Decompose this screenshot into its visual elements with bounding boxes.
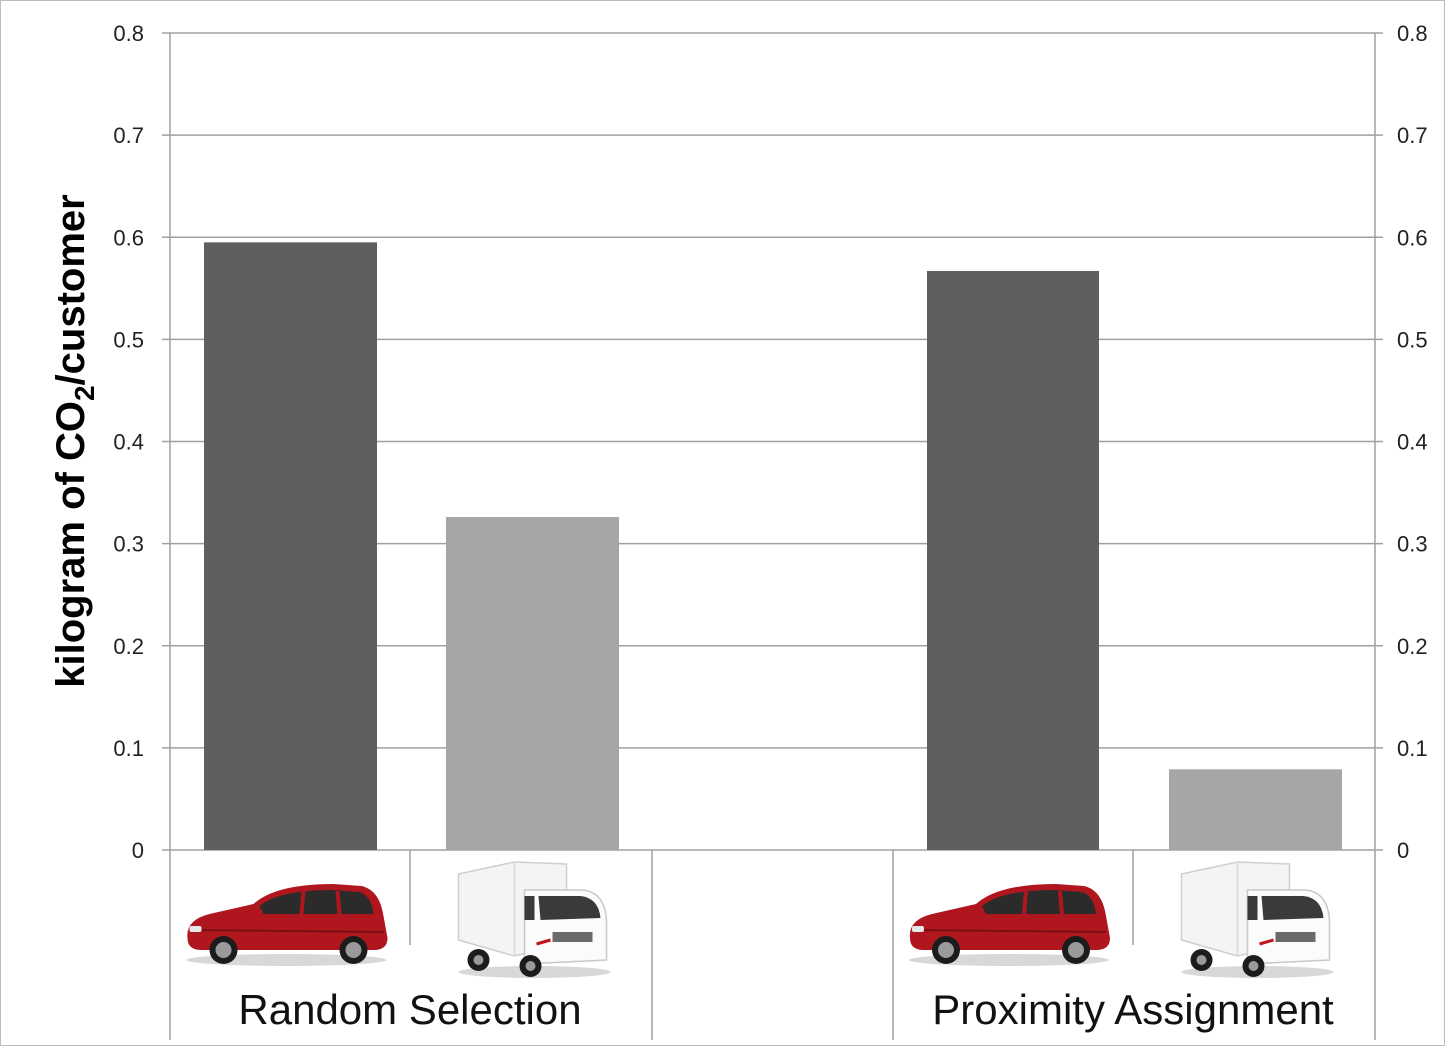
bars [204, 242, 1342, 850]
car-hub [215, 942, 232, 958]
car-shadow [909, 954, 1109, 966]
y-axis-right-ticks: 0 0.1 0.2 0.3 0.4 0.5 0.6 0.7 0.8 [1397, 21, 1428, 863]
axes [169, 33, 1376, 1040]
category-label: Proximity Assignment [932, 986, 1334, 1033]
y-tick-label-right: 0.2 [1397, 634, 1428, 659]
car-hub [345, 942, 362, 958]
y-tick-label-left: 0.2 [113, 634, 144, 659]
car-pillar [1022, 890, 1028, 915]
car-icon [186, 884, 388, 966]
bar [204, 242, 377, 850]
y-tick-label-left: 0.5 [113, 327, 144, 352]
truck-stripe [536, 938, 551, 946]
y-tick-label-left: 0.4 [113, 430, 144, 455]
truck-icon [1180, 861, 1334, 978]
y-tick-label-right: 0.3 [1397, 532, 1428, 557]
category-area: Random Selection Proximity Assignment [186, 861, 1334, 1033]
y-tick-label-right: 0.7 [1397, 123, 1428, 148]
car-headlight [912, 926, 924, 932]
y-tick-label-right: 0.8 [1397, 21, 1428, 46]
y-tick-label-right: 0.5 [1397, 327, 1428, 352]
bar [446, 517, 619, 850]
y-tick-label-left: 0.3 [113, 532, 144, 557]
y-tick-label-left: 0.1 [113, 736, 144, 761]
car-hub [1068, 942, 1084, 958]
bar [1169, 769, 1342, 850]
category-label: Random Selection [238, 986, 581, 1033]
y-tick-label-right: 0.6 [1397, 225, 1428, 250]
truck-stripe [1259, 938, 1274, 946]
truck-hub [1196, 955, 1207, 965]
truck-windshield [1261, 896, 1324, 920]
car-trim [193, 929, 384, 933]
car-headlight [189, 926, 202, 932]
truck-hub [1248, 961, 1259, 971]
car-pillar [1058, 890, 1064, 915]
truck-windshield [538, 896, 601, 920]
car-shadow [186, 954, 387, 966]
y-tick-label-left: 0.8 [113, 21, 144, 46]
car-hub [938, 942, 954, 958]
y-axis-label: kilogram of CO2/customer [49, 194, 100, 687]
y-tick-label-right: 0.1 [1397, 736, 1428, 761]
truck-icon [457, 861, 611, 978]
y-tick-label-left: 0.7 [113, 123, 144, 148]
truck-side-window [524, 896, 535, 920]
y-tick-label-right: 0 [1397, 838, 1409, 863]
truck-side-window [1247, 896, 1258, 920]
truck-grille [1275, 932, 1316, 942]
car-windows [982, 890, 1096, 914]
y-tick-label-left: 0.6 [113, 225, 144, 250]
truck-grille [552, 932, 593, 942]
y-tick-label-left: 0 [132, 838, 144, 863]
car-icon [909, 884, 1110, 966]
bar [927, 270, 1099, 850]
y-axis-left-ticks: 0 0.1 0.2 0.3 0.4 0.5 0.6 0.7 0.8 [113, 21, 144, 863]
car-windows [259, 890, 374, 914]
y-tick-label-right: 0.4 [1397, 430, 1428, 455]
truck-hub [473, 955, 484, 965]
car-pillar [299, 890, 306, 915]
truck-hub [525, 961, 536, 971]
car-trim [915, 929, 1107, 933]
car-pillar [335, 890, 342, 915]
